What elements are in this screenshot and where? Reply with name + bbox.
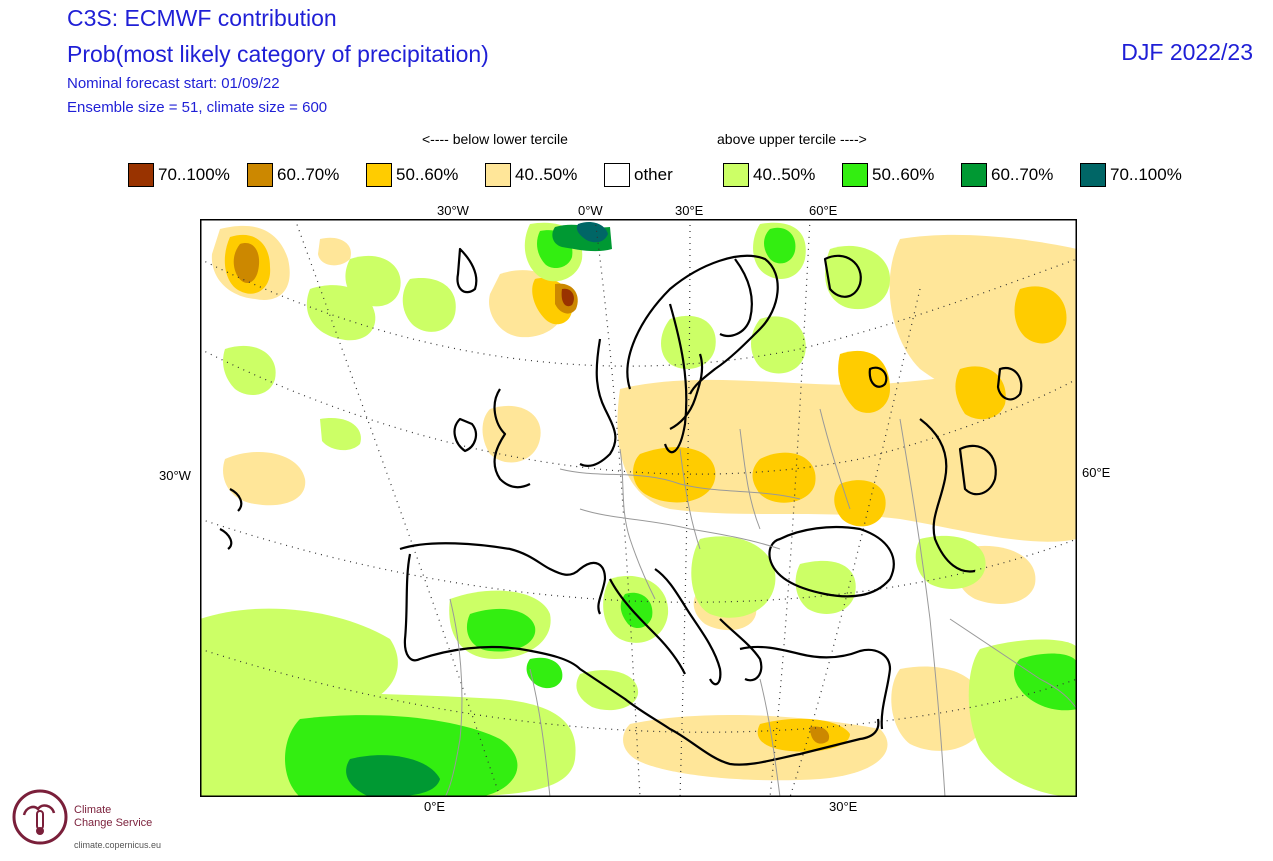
precipitation-probability-map bbox=[200, 219, 1077, 797]
country-borders bbox=[444, 408, 1077, 797]
axis-label-bottom-0e: 0°E bbox=[424, 799, 446, 814]
climate-change-service-logo-icon bbox=[12, 789, 68, 845]
below-tercile-label: <---- below lower tercile bbox=[422, 131, 568, 147]
legend-item-above-70-100: 70..100% bbox=[1080, 162, 1182, 188]
legend-item-above-60-70: 60..70% bbox=[961, 162, 1053, 188]
logo-name-line1: Climate bbox=[74, 804, 112, 816]
graticule-lines bbox=[200, 219, 1077, 797]
legend-swatch bbox=[128, 163, 154, 187]
map-frame bbox=[200, 219, 1077, 797]
logo-url: climate.copernicus.eu bbox=[74, 840, 162, 850]
forecast-start-text: Nominal forecast start: 01/09/22 bbox=[67, 75, 280, 92]
season-label: DJF 2022/23 bbox=[1121, 39, 1253, 65]
map-title: C3S: ECMWF contribution bbox=[67, 5, 337, 31]
coastlines bbox=[219, 247, 1023, 766]
legend-item-below-40-50: 40..50% bbox=[485, 162, 577, 188]
legend-item-label: other bbox=[634, 165, 673, 184]
color-legend: 70..100% 60..70% 50..60% 40..50% other 4… bbox=[0, 162, 1273, 190]
legend-swatch bbox=[366, 163, 392, 187]
legend-swatch bbox=[247, 163, 273, 187]
above-tercile-areas bbox=[200, 222, 1077, 797]
legend-item-below-50-60: 50..60% bbox=[366, 162, 458, 188]
copernicus-logo: Climate Change Service climate.copernicu… bbox=[10, 785, 210, 855]
legend-swatch bbox=[723, 163, 749, 187]
axis-label-top-30e: 30°E bbox=[675, 203, 704, 218]
axis-label-left-30w: 30°W bbox=[159, 468, 191, 483]
legend-swatch bbox=[842, 163, 868, 187]
legend-swatch bbox=[1080, 163, 1106, 187]
legend-item-below-60-70: 60..70% bbox=[247, 162, 339, 188]
legend-item-label: 60..70% bbox=[277, 165, 340, 184]
axis-label-top-60e: 60°E bbox=[809, 203, 838, 218]
legend-item-label: 40..50% bbox=[515, 165, 578, 184]
legend-item-label: 70..100% bbox=[158, 165, 230, 184]
above-tercile-label: above upper tercile ----> bbox=[717, 131, 867, 147]
axis-label-right-60e: 60°E bbox=[1082, 465, 1111, 480]
ensemble-size-text: Ensemble size = 51, climate size = 600 bbox=[67, 99, 328, 116]
logo-name-line2: Change Service bbox=[74, 817, 153, 829]
legend-item-other: other bbox=[604, 162, 673, 188]
legend-item-label: 60..70% bbox=[991, 165, 1054, 184]
probability-fields bbox=[200, 219, 1077, 797]
axis-label-top-30w: 30°W bbox=[437, 203, 469, 218]
legend-item-above-40-50: 40..50% bbox=[723, 162, 815, 188]
legend-swatch bbox=[485, 163, 511, 187]
map-subtitle: Prob(most likely category of precipitati… bbox=[67, 41, 489, 67]
legend-item-label: 50..60% bbox=[872, 165, 935, 184]
axis-label-bottom-30e: 30°E bbox=[829, 799, 858, 814]
axis-label-top-0w: 0°W bbox=[578, 203, 603, 218]
legend-swatch bbox=[604, 163, 630, 187]
legend-item-below-70-100: 70..100% bbox=[128, 162, 230, 188]
legend-item-label: 70..100% bbox=[1110, 165, 1182, 184]
legend-swatch bbox=[961, 163, 987, 187]
legend-item-label: 40..50% bbox=[753, 165, 816, 184]
legend-item-above-50-60: 50..60% bbox=[842, 162, 934, 188]
below-tercile-areas bbox=[211, 225, 1077, 781]
legend-item-label: 50..60% bbox=[396, 165, 459, 184]
